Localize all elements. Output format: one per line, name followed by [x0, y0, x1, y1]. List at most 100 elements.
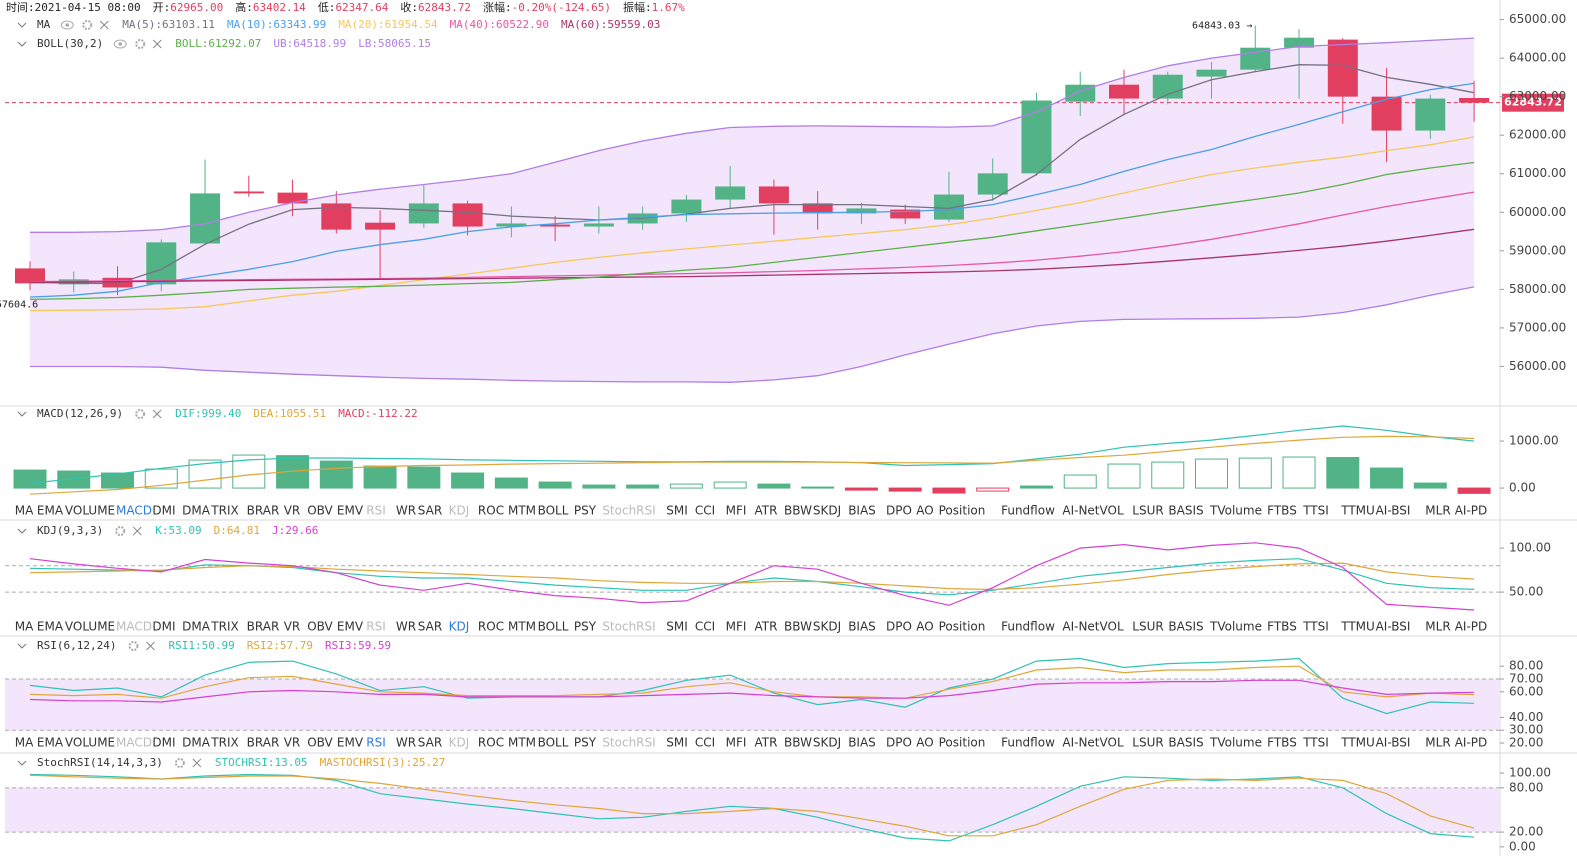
- indicator-tab: WR: [396, 504, 416, 518]
- panel-title: BOLL(30,2): [37, 37, 103, 50]
- candle-body: [1152, 74, 1183, 99]
- indicator-tab: TTSI: [1302, 736, 1329, 750]
- indicator-tab: SKDJ: [813, 504, 841, 518]
- y-tick-label: 60.00: [1509, 684, 1543, 698]
- indicator-tab: PSY: [574, 620, 597, 634]
- legend-entry: MACD:-112.22: [338, 407, 417, 420]
- indicator-tab: BOLL: [538, 504, 569, 518]
- indicator-tab: ATR: [755, 504, 778, 518]
- y-tick-label: 1000.00: [1509, 434, 1559, 448]
- settings-icon: [115, 526, 126, 536]
- visibility-icon-pupil: [118, 42, 123, 46]
- indicator-tab: VR: [284, 620, 301, 634]
- y-tick-label: 40.00: [1509, 710, 1543, 724]
- y-tick-label: 80.00: [1509, 659, 1543, 673]
- legend-entry: LB:58065.15: [358, 37, 431, 50]
- header-label: 高:: [235, 1, 253, 14]
- macd-bar: [1457, 487, 1491, 494]
- indicator-tab: RSI: [366, 620, 386, 634]
- indicator-tab: EMV: [337, 736, 364, 750]
- collapse-icon: [17, 22, 27, 28]
- indicator-tab: MACD: [116, 620, 152, 634]
- indicator-tab: MLR: [1425, 736, 1450, 750]
- macd-bar: [976, 487, 1010, 492]
- macd-bar: [1370, 467, 1404, 489]
- indicator-tab: AI-NetVOL: [1062, 736, 1124, 750]
- low-marker: 57604.6: [0, 300, 38, 311]
- close-icon: [99, 20, 109, 30]
- panel-title: MACD(12,26,9): [37, 407, 123, 420]
- indicator-tab: SAR: [418, 504, 442, 518]
- indicator-tab: MFI: [726, 620, 747, 634]
- y-tick-label: 30.00: [1509, 723, 1543, 737]
- panel-title: MA: [37, 18, 51, 31]
- indicator-tab: BIAS: [848, 504, 876, 518]
- indicator-tab: BOLL: [538, 620, 569, 634]
- settings-icon: [135, 409, 146, 419]
- indicator-tab: Fundflow: [1001, 620, 1055, 634]
- indicator-tab: ATR: [755, 736, 778, 750]
- y-tick-label: 56000.00: [1509, 359, 1566, 373]
- indicator-tab: ROC: [478, 620, 504, 634]
- indicator-tab: BRAR: [247, 620, 280, 634]
- indicator-line: [29, 774, 1475, 837]
- indicator-tab: PSY: [574, 736, 597, 750]
- legend-entry: D:64.81: [214, 524, 260, 537]
- indicator-tab: EMA: [37, 620, 64, 634]
- indicator-tab: AI-BSI: [1376, 736, 1411, 750]
- macd-bar: [407, 466, 441, 489]
- indicator-tab: TTMU: [1340, 736, 1375, 750]
- indicator-line: [30, 286, 1475, 383]
- indicator-tab: CCI: [695, 620, 715, 634]
- legend-entry: MA(5):63103.11: [122, 18, 215, 31]
- indicator-tab: AI-NetVOL: [1062, 620, 1124, 634]
- visibility-icon: [60, 20, 74, 30]
- header-value: 1.67%: [651, 1, 685, 14]
- y-tick-label: 70.00: [1509, 671, 1543, 685]
- y-tick-label: 80.00: [1509, 780, 1543, 794]
- candle-body: [190, 193, 221, 244]
- header-time: 2021-04-15 08:00: [34, 1, 141, 14]
- indicator-tab: ATR: [755, 620, 778, 634]
- indicator-tab: MLR: [1425, 504, 1450, 518]
- indicator-tab: FTBS: [1267, 620, 1297, 634]
- indicator-tab: VR: [284, 736, 301, 750]
- macd-bar: [538, 481, 572, 489]
- macd-bar: [1195, 458, 1229, 489]
- indicator-tab: MACD: [116, 504, 152, 518]
- indicator-tab: Position: [939, 736, 986, 750]
- indicator-tab: MLR: [1425, 620, 1450, 634]
- indicator-tab: MTM: [508, 504, 536, 518]
- legend-entry: MA(10):63343.99: [227, 18, 326, 31]
- indicator-tab: TRIX: [210, 620, 238, 634]
- indicator-tab: TTMU: [1340, 504, 1375, 518]
- indicator-tab: SMI: [666, 504, 688, 518]
- candle-body: [15, 268, 45, 284]
- indicator-tab: DMA: [182, 620, 211, 634]
- header-value: 62347.64: [335, 1, 389, 14]
- y-tick-label: 20.00: [1509, 825, 1543, 839]
- macd-bar: [276, 455, 310, 489]
- candle-body: [1415, 98, 1446, 131]
- close-icon: [146, 641, 155, 651]
- macd-bar: [57, 470, 91, 489]
- indicator-tab: BASIS: [1168, 736, 1203, 750]
- indicator-tab: AI-PD: [1455, 736, 1488, 750]
- indicator-tab: LSUR: [1132, 620, 1163, 634]
- indicator-tab: TRIX: [210, 504, 238, 518]
- indicator-line: [29, 228, 1475, 284]
- indicator-tab: KDJ: [449, 736, 470, 750]
- header-label: 收:: [400, 1, 419, 14]
- candle-body: [452, 203, 483, 227]
- indicator-tab: OBV: [307, 620, 333, 634]
- indicator-tab: AO: [916, 620, 933, 634]
- indicator-tab: Fundflow: [1001, 736, 1055, 750]
- indicator-tab: BRAR: [247, 736, 280, 750]
- y-tick-label: 63000.00: [1509, 89, 1566, 103]
- indicator-tab: SAR: [418, 736, 442, 750]
- header-items: 开:62965.00 高:63402.14 低:62347.64 收:62843.72…: [153, 1, 697, 14]
- indicator-tab: SMI: [666, 736, 688, 750]
- indicator-tab: AO: [916, 736, 933, 750]
- indicator-tab: BBW: [784, 620, 812, 634]
